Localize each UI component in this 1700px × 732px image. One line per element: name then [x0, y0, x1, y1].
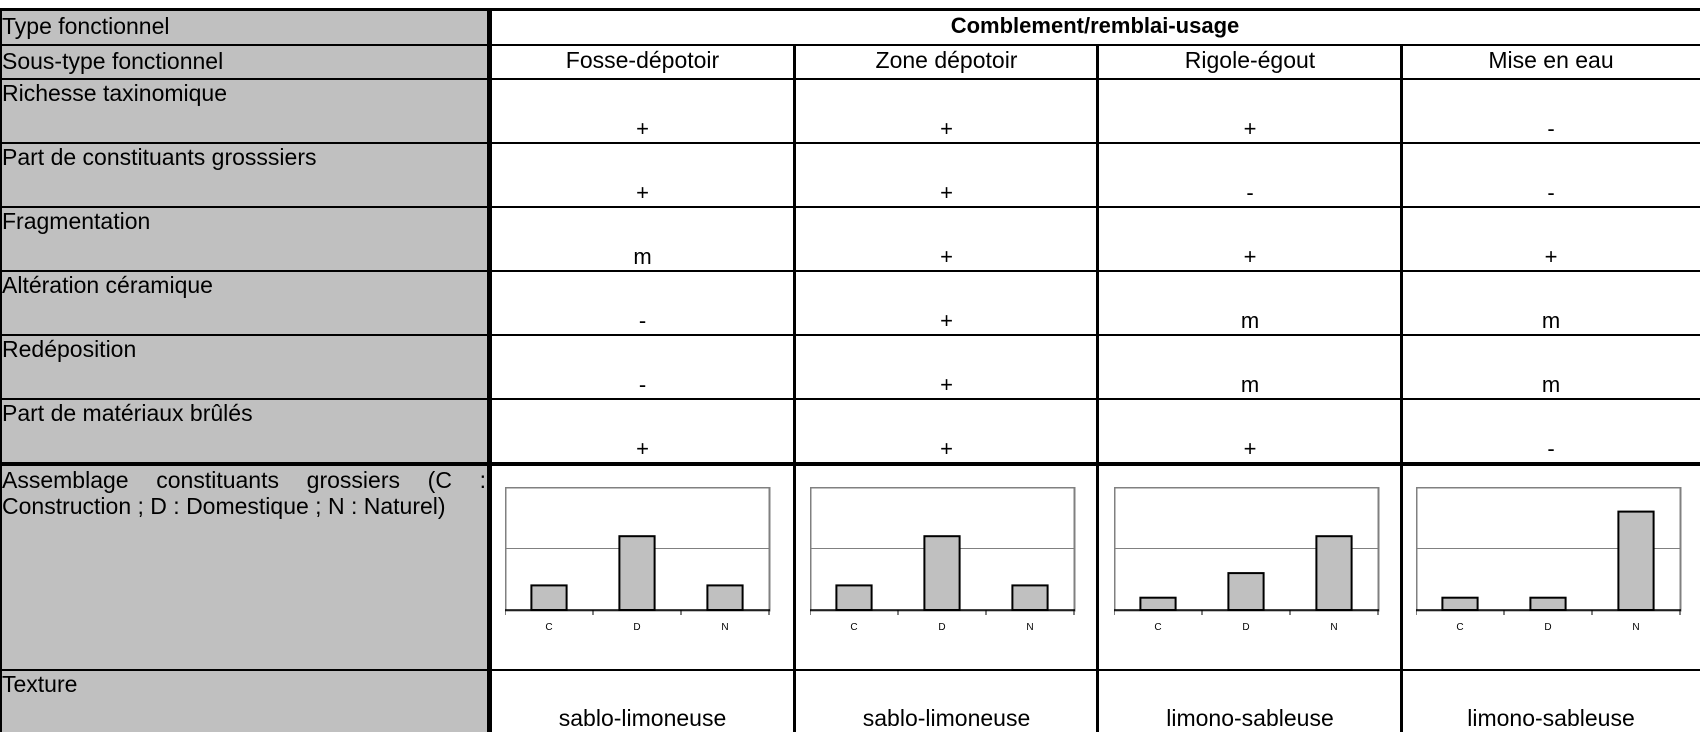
row-value: +	[636, 116, 649, 141]
row-value: -	[1547, 116, 1555, 141]
tick-label-N: N	[1330, 622, 1337, 633]
row-divider	[0, 142, 1700, 144]
texture-label: Texture	[0, 671, 490, 732]
row-label: Part de constituants grosssiers	[0, 144, 490, 206]
row-value: -	[638, 372, 647, 397]
tick-label-D: D	[1242, 622, 1249, 633]
subtype-mise-en-eau: Mise en eau	[1488, 47, 1614, 73]
column-divider	[1096, 44, 1099, 732]
tick-label-N: N	[1026, 622, 1033, 633]
texture-value: limono-sableuse	[1467, 705, 1635, 731]
row-value: -	[638, 308, 647, 333]
row-value: +	[1243, 244, 1257, 269]
row-value: -	[1547, 180, 1555, 205]
tick-label-C: C	[1154, 622, 1161, 633]
column-divider	[793, 44, 796, 732]
row-divider	[0, 398, 1700, 400]
tick-label-D: D	[1544, 622, 1551, 633]
row-label: Altération céramique	[0, 272, 490, 334]
row-divider	[0, 669, 1700, 671]
column-divider	[0, 8, 2, 732]
tick-label-D: D	[938, 622, 945, 633]
row-value: -	[1547, 436, 1555, 461]
table-border	[0, 8, 1700, 11]
row-value: +	[940, 180, 953, 205]
bar-C	[835, 584, 873, 612]
bar-N	[1011, 584, 1049, 612]
bar-C	[1139, 596, 1177, 611]
row-value: +	[940, 244, 953, 269]
texture-value: limono-sableuse	[1166, 705, 1334, 731]
row-label: Part de matériaux brûlés	[0, 400, 490, 462]
bar-N	[1315, 535, 1353, 612]
type-value: Comblement/remblai-usage	[950, 13, 1240, 38]
row-value: m	[633, 244, 652, 269]
row-divider	[0, 462, 1700, 466]
type-label: Type fonctionnel	[0, 10, 490, 45]
bar-D	[1227, 572, 1265, 611]
bar-N	[1617, 510, 1655, 612]
row-value: +	[636, 180, 649, 205]
row-value: +	[940, 372, 953, 397]
row-label: Richesse taxinomique	[0, 80, 490, 142]
row-value: -	[1246, 180, 1254, 205]
row-divider	[0, 44, 1700, 46]
subtype-label: Sous-type fonctionnel	[0, 45, 490, 78]
row-divider	[0, 270, 1700, 272]
tick-label-C: C	[850, 622, 857, 633]
texture-value: sablo-limoneuse	[558, 705, 727, 731]
bar-D	[618, 535, 656, 612]
subtype-fosse: Fosse-dépotoir	[565, 47, 720, 73]
row-divider	[0, 334, 1700, 336]
bar-N	[706, 584, 744, 612]
row-divider	[0, 206, 1700, 208]
row-value: m	[1541, 308, 1561, 333]
row-value: +	[1243, 436, 1257, 461]
row-value: m	[1240, 308, 1260, 333]
tick-label-D: D	[633, 622, 640, 633]
row-label: Fragmentation	[0, 208, 490, 270]
row-label: Redéposition	[0, 336, 490, 398]
bar-C	[1441, 596, 1479, 611]
bar-D	[923, 535, 961, 612]
row-value: m	[1541, 372, 1561, 397]
row-value: +	[940, 116, 953, 141]
row-value: +	[940, 308, 953, 333]
row-value: +	[636, 436, 649, 461]
column-divider	[1400, 44, 1403, 732]
column-divider	[487, 8, 492, 732]
row-value: +	[1544, 244, 1558, 269]
tick-label-C: C	[1456, 622, 1463, 633]
bar-D	[1529, 596, 1567, 611]
row-value: m	[1240, 372, 1260, 397]
assemblage-label: Assemblage constituants grossiers (C : C…	[0, 466, 490, 669]
tick-label-N: N	[1632, 622, 1639, 633]
tick-label-C: C	[545, 622, 552, 633]
subtype-zone: Zone dépotoir	[875, 47, 1018, 73]
tick-label-N: N	[721, 622, 728, 633]
row-value: +	[940, 436, 953, 461]
bar-C	[530, 584, 568, 612]
row-divider	[0, 78, 1700, 80]
subtype-rigole: Rigole-égout	[1184, 47, 1316, 73]
row-value: +	[1243, 116, 1257, 141]
texture-value: sablo-limoneuse	[862, 705, 1031, 731]
